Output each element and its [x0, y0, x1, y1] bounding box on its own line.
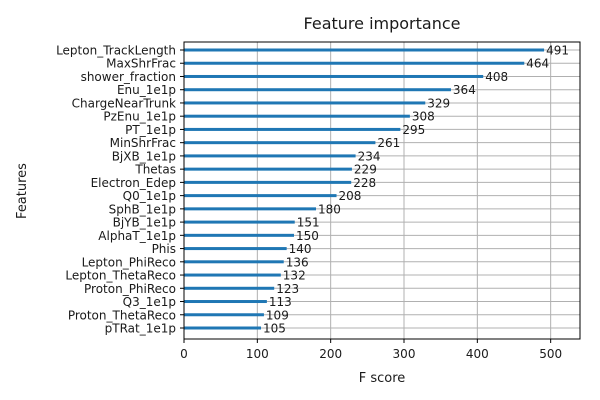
- data-label: 228: [353, 176, 376, 190]
- bar: [184, 313, 264, 317]
- data-label: 151: [297, 216, 320, 230]
- data-label: 364: [453, 83, 476, 97]
- data-label: 140: [289, 242, 312, 256]
- chart-title: Feature importance: [304, 14, 461, 33]
- y-tick-label: Q3_1e1p: [123, 295, 176, 309]
- bar: [184, 273, 281, 277]
- bar: [184, 194, 337, 198]
- bar: [184, 220, 295, 224]
- y-tick-label: PT_1e1p: [125, 123, 176, 137]
- y-tick-label: Lepton_TrackLength: [56, 44, 176, 58]
- bar: [184, 114, 410, 118]
- data-label: 109: [266, 308, 289, 322]
- bar: [184, 88, 451, 92]
- y-tick-label: Phis: [152, 242, 176, 256]
- bar: [184, 180, 352, 184]
- plot-frame: [183, 41, 581, 340]
- bar: [184, 48, 545, 52]
- y-tick-label: BjYB_1e1p: [113, 216, 176, 230]
- y-tick-label: ChargeNearTrunk: [72, 96, 176, 110]
- bar: [184, 101, 426, 105]
- y-tick-label: Thetas: [134, 163, 176, 177]
- bars: [184, 48, 545, 330]
- y-tick-label: pTRat_1e1p: [105, 322, 176, 336]
- bar: [184, 154, 356, 158]
- x-tick-label: 300: [393, 347, 416, 361]
- axes: [183, 41, 581, 340]
- y-tick-label: Enu_1e1p: [117, 83, 176, 97]
- data-label: 329: [427, 96, 450, 110]
- bar: [184, 286, 275, 290]
- y-tick-label: shower_fraction: [81, 70, 176, 84]
- data-label: 150: [296, 229, 319, 243]
- y-tick-label: Q0_1e1p: [123, 189, 176, 203]
- bar: [184, 167, 352, 171]
- y-tick-label: MinShrFrac: [110, 136, 176, 150]
- data-label: 491: [546, 44, 569, 58]
- y-tick-label: Proton_ThetaReco: [68, 308, 176, 322]
- data-label: 229: [354, 163, 377, 177]
- x-tick-label: 0: [180, 347, 188, 361]
- bar: [184, 141, 376, 145]
- data-label: 113: [269, 295, 292, 309]
- data-label: 261: [377, 136, 400, 150]
- data-label: 105: [263, 322, 286, 336]
- data-label: 234: [358, 149, 381, 163]
- bar: [184, 207, 316, 211]
- bar: [184, 326, 261, 330]
- bar: [184, 247, 287, 251]
- y-tick-label: SphB_1e1p: [109, 202, 176, 216]
- data-label: 123: [276, 282, 299, 296]
- data-label: 464: [526, 57, 549, 71]
- y-tick-label: BjXB_1e1p: [112, 149, 176, 163]
- data-label: 295: [402, 123, 425, 137]
- x-tick-label: 400: [466, 347, 489, 361]
- y-tick-label: Lepton_ThetaReco: [65, 269, 176, 283]
- bar: [184, 233, 294, 237]
- y-tick-label: MaxShrFrac: [106, 57, 176, 71]
- bar: [184, 300, 267, 304]
- x-tick-label: 500: [539, 347, 562, 361]
- bar: [184, 74, 484, 78]
- data-label: 180: [318, 202, 341, 216]
- y-tick-label: Electron_Edep: [91, 176, 176, 190]
- bar: [184, 260, 284, 264]
- data-label: 408: [485, 70, 508, 84]
- y-tick-label: Proton_PhiReco: [84, 282, 176, 296]
- y-axis-label: Features: [15, 163, 30, 219]
- data-label: 132: [283, 269, 306, 283]
- y-tick-label: AlphaT_1e1p: [98, 229, 176, 243]
- data-label: 136: [286, 255, 309, 269]
- y-tick-label: PzEnu_1e1p: [103, 110, 176, 124]
- data-label: 308: [412, 110, 435, 124]
- y-tick-label: Lepton_PhiReco: [82, 255, 176, 269]
- bar: [184, 61, 525, 65]
- x-axis-label: F score: [359, 371, 406, 386]
- y-ticks: Lepton_TrackLengthMaxShrFracshower_fract…: [56, 44, 184, 336]
- bar: [184, 127, 401, 131]
- x-tick-label: 100: [246, 347, 269, 361]
- data-label: 208: [339, 189, 362, 203]
- x-ticks: 0 100 200 300 400 500: [180, 339, 562, 361]
- data-labels: 4914644083643293082952612342292282081801…: [263, 44, 569, 336]
- x-tick-label: 200: [319, 347, 342, 361]
